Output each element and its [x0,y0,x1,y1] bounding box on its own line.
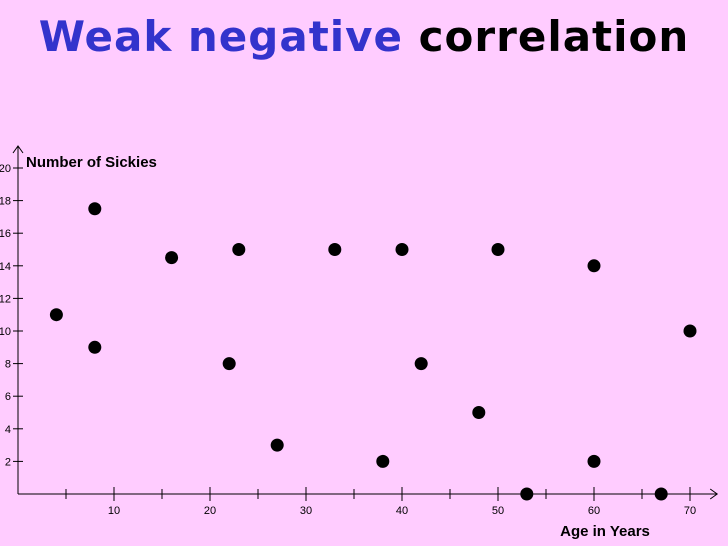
data-point [654,487,668,501]
data-point [165,251,179,265]
data-point [587,259,601,273]
tick-marks [13,167,691,501]
y-axis-title: Number of Sickies [26,154,157,171]
x-tick-label: 40 [396,505,408,517]
data-point [49,308,63,322]
title-highlight: Weak negative [38,12,404,61]
data-point [587,454,601,468]
y-tick-label: 6 [5,391,11,403]
y-tick-label: 4 [5,424,11,436]
tick-labels: 10 20 30 40 50 60 70 2 4 6 8 10 12 14 16 18 20 [0,163,696,517]
data-point [232,243,246,256]
data-point [472,406,486,419]
data-point [328,243,342,256]
title-rest: correlation [418,12,690,61]
data-point [414,357,428,371]
x-tick-label: 30 [300,505,312,517]
data-point [222,357,236,371]
y-tick-label: 16 [0,228,11,240]
x-tick-label: 20 [204,505,216,517]
axes [12,145,719,500]
data-points [49,202,697,501]
data-point [88,202,102,216]
y-tick-label: 12 [0,293,11,305]
data-point [395,243,409,256]
data-point [491,243,505,256]
x-tick-label: 60 [588,505,600,517]
data-point [88,340,102,354]
data-point [270,438,284,452]
data-point [520,487,534,501]
data-point [683,324,697,338]
x-axis-arrow [709,488,719,500]
y-tick-label: 20 [0,163,11,175]
y-tick-label: 8 [5,359,11,371]
data-point [376,454,390,468]
chart-title: Weak negative correlation [0,12,728,61]
x-tick-label: 70 [684,505,696,517]
y-axis-arrow [12,145,24,154]
x-tick-label: 10 [108,505,120,517]
y-tick-label: 18 [0,196,11,208]
y-tick-label: 10 [0,326,11,338]
x-tick-label: 50 [492,505,504,517]
y-tick-label: 2 [5,456,11,468]
y-tick-label: 14 [0,261,11,273]
x-axis-title: Age in Years [560,523,650,540]
